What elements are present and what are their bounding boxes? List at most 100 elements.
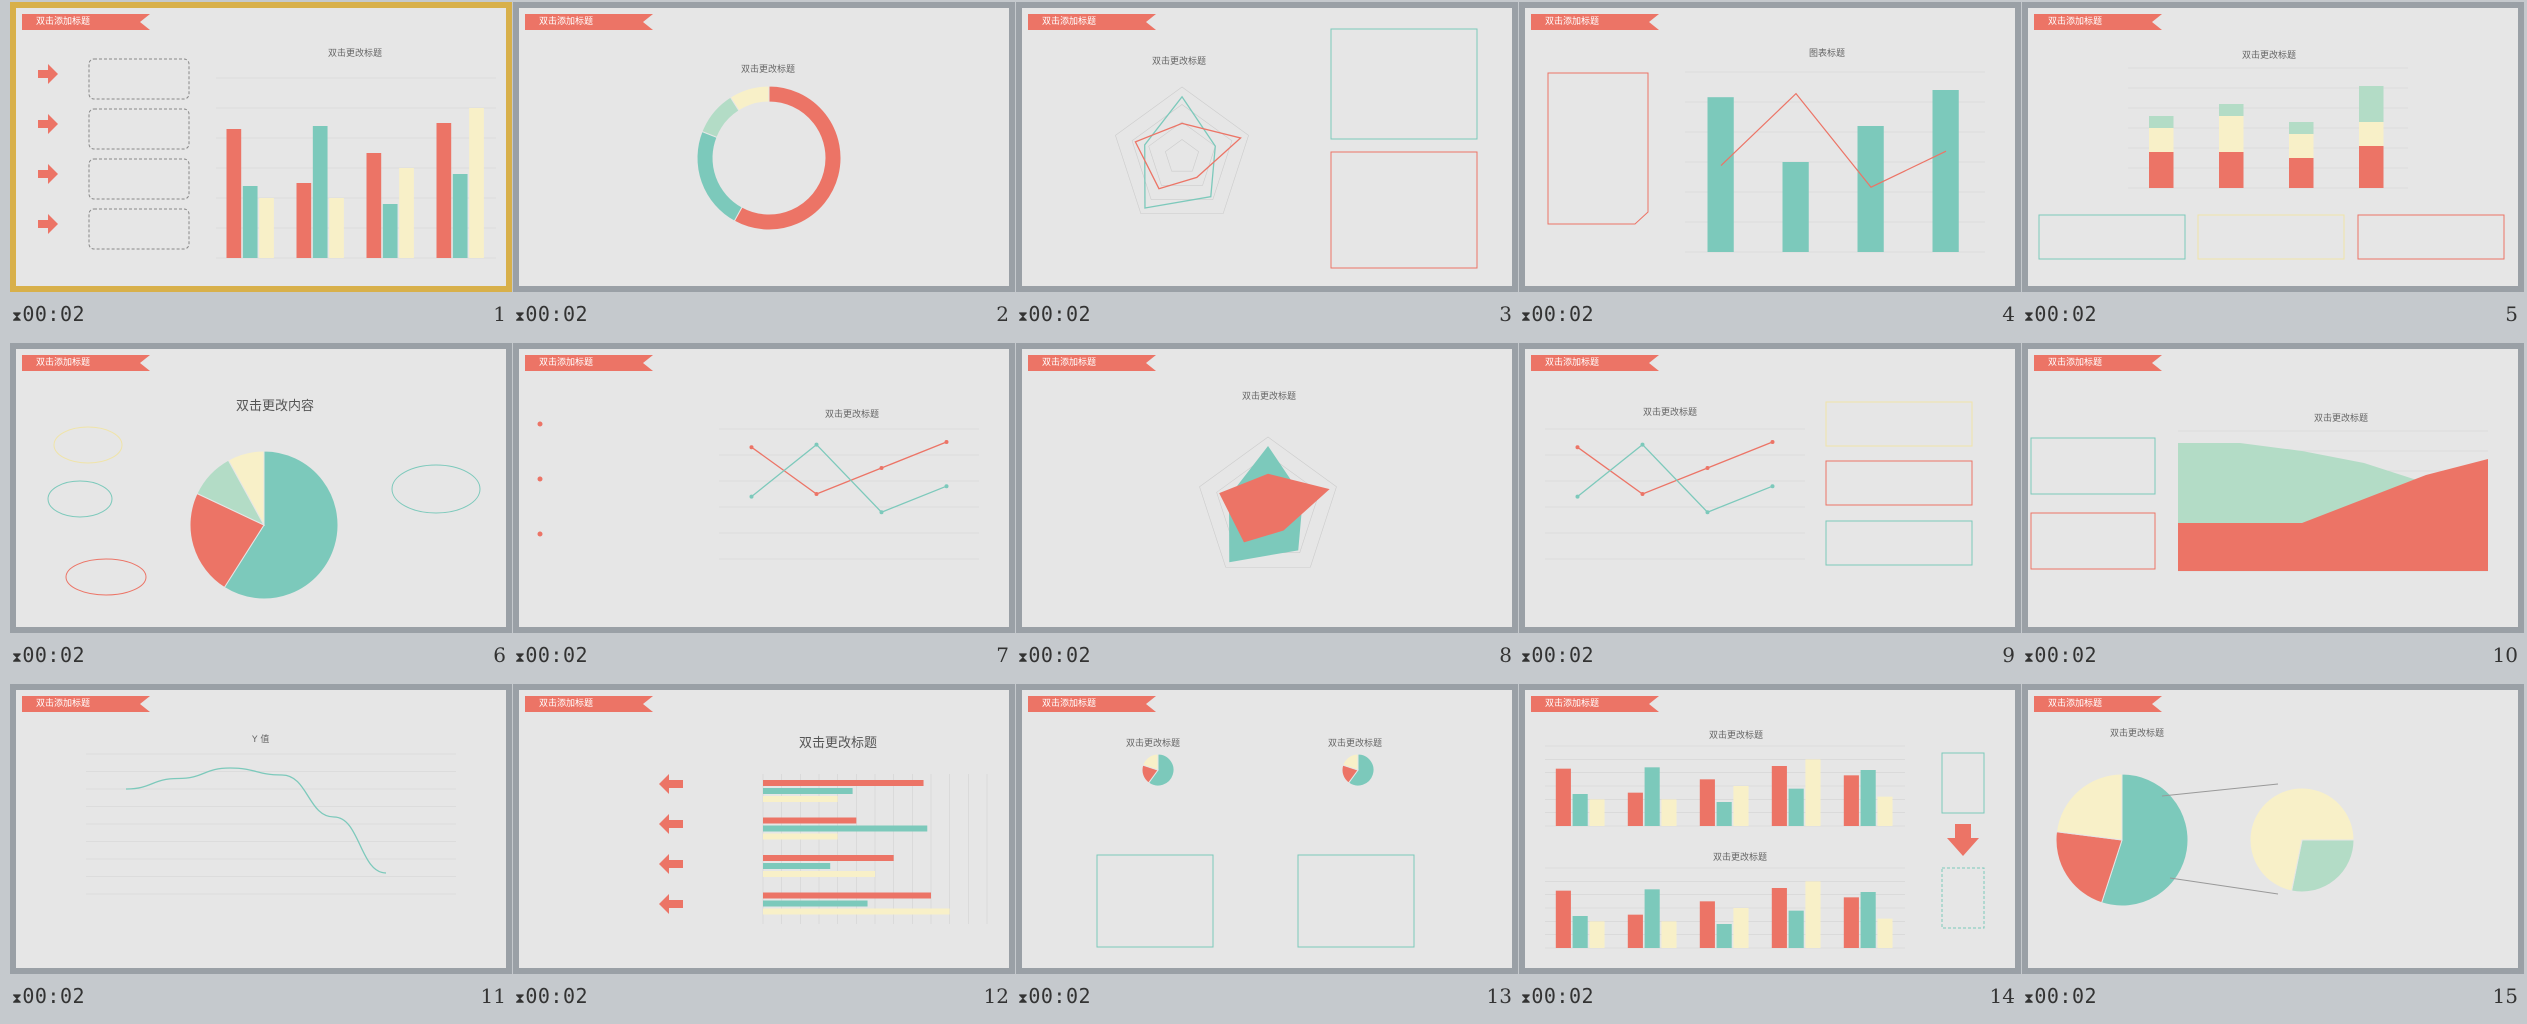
stacked-bar-chart <box>2128 67 2408 189</box>
timing-label: ⧗00:02 <box>2024 302 2098 326</box>
bar-segment <box>2359 146 2384 188</box>
slide-number: 11 <box>480 984 506 1008</box>
slide-thumbnail-8[interactable]: 双击添加标题 双击更改标题 ⧗00:02 8 <box>1016 343 1518 683</box>
slide-canvas: 双击添加标题 双击更改内容 <box>16 349 506 627</box>
series-line <box>1577 441 1773 495</box>
title-ribbon: 双击添加标题 <box>1531 14 1659 30</box>
chart-title-2: 双击更改标题 <box>1328 739 1383 749</box>
radar-grid <box>1148 121 1216 186</box>
data-point <box>1705 466 1710 470</box>
bar-segment <box>2149 128 2174 152</box>
slide-thumbnail-4[interactable]: 双击添加标题 图表标题 ⧗00:02 4 <box>1519 2 2021 342</box>
slide-canvas: 双击添加标题 图表标题 <box>1525 8 2015 286</box>
radar-series <box>1134 122 1242 190</box>
line-chart <box>1545 428 1805 560</box>
chart-title: 双击更改标题 <box>2110 729 2165 739</box>
timing-label: ⧗00:02 <box>1018 643 1092 667</box>
bar <box>763 855 894 861</box>
data-point <box>1575 445 1580 450</box>
clock-icon: ⧗ <box>12 650 23 666</box>
line-chart <box>86 753 456 895</box>
bar <box>1627 792 1643 826</box>
note-frame <box>1547 72 1649 225</box>
clock-icon: ⧗ <box>1018 650 1029 666</box>
clock-icon: ⧗ <box>1018 991 1029 1007</box>
slide-thumbnail-11[interactable]: 双击添加标题 Y 值 ⧗00:02 11 <box>10 684 512 1024</box>
slide-canvas: 双击添加标题 双击更改标题 <box>1022 8 1512 286</box>
title-ribbon: 双击添加标题 <box>525 696 653 712</box>
bar-segment <box>2219 104 2244 116</box>
bar-segment <box>2149 116 2174 128</box>
pie-slice <box>1347 753 1375 787</box>
chart-title: 双击更改标题 <box>1709 731 1764 741</box>
bullet-dots <box>537 421 543 537</box>
title-ribbon: 双击添加标题 <box>22 355 150 371</box>
slide-meta: ⧗00:02 15 <box>2022 984 2524 1010</box>
bar <box>1661 921 1677 948</box>
slide-meta: ⧗00:02 11 <box>10 984 512 1010</box>
slide-meta: ⧗00:02 7 <box>513 643 1015 669</box>
slide-thumbnail-15[interactable]: 双击添加标题 双击更改标题 ⧗00:02 15 <box>2022 684 2524 1024</box>
thumbnail-frame: 双击添加标题 双击更改标题 <box>1016 343 1518 633</box>
bar <box>763 871 875 877</box>
slide-thumbnail-14[interactable]: 双击添加标题 双击更改标题 双击更改标题 ⧗00:02 14 <box>1519 684 2021 1024</box>
bar <box>1788 910 1804 948</box>
bar <box>366 153 382 258</box>
timing-label: ⧗00:02 <box>12 302 86 326</box>
bar <box>763 863 831 869</box>
pie-slice <box>227 450 265 526</box>
slide-thumbnail-7[interactable]: 双击添加标题 双击更改标题 ⧗00:02 7 <box>513 343 1015 683</box>
bar <box>1771 766 1787 826</box>
data-point <box>814 442 819 447</box>
slide-number: 8 <box>1499 643 1512 667</box>
pie-chart <box>1341 753 1375 787</box>
bar <box>1699 901 1715 948</box>
slide-thumbnail-12[interactable]: 双击添加标题 双击更改标题 ⧗00:02 12 <box>513 684 1015 1024</box>
thumbnail-frame: 双击添加标题 双击更改标题 <box>1519 343 2021 633</box>
pie-slice <box>1147 753 1175 787</box>
bar <box>1857 126 1884 252</box>
pie-chart <box>189 450 339 600</box>
clock-icon: ⧗ <box>1018 309 1029 325</box>
clock-icon: ⧗ <box>12 991 23 1007</box>
area-series <box>2178 459 2488 571</box>
data-point <box>1640 442 1645 447</box>
slide-thumbnail-13[interactable]: 双击添加标题 双击更改标题 双击更改标题 ⧗00:02 13 <box>1016 684 1518 1024</box>
title-ribbon: 双击添加标题 <box>2034 14 2162 30</box>
slide-thumbnail-3[interactable]: 双击添加标题 双击更改标题 ⧗00:02 3 <box>1016 2 1518 342</box>
slide-meta: ⧗00:02 4 <box>1519 302 2021 328</box>
slide-thumbnail-9[interactable]: 双击添加标题 双击更改标题 ⧗00:02 9 <box>1519 343 2021 683</box>
arrow-icon <box>38 64 58 234</box>
radar-series <box>1219 473 1330 543</box>
slide-meta: ⧗00:02 5 <box>2022 302 2524 328</box>
text-boxes <box>88 58 190 250</box>
pie-slice <box>696 130 743 222</box>
slide-number: 9 <box>2002 643 2015 667</box>
clock-icon: ⧗ <box>1521 650 1532 666</box>
chart-title-2: 双击更改标题 <box>1713 853 1768 863</box>
text-frames <box>1330 28 1478 269</box>
bar <box>1860 770 1876 826</box>
bar <box>259 198 274 258</box>
slide-thumbnail-10[interactable]: 双击添加标题 双击更改标题 ⧗00:02 10 <box>2022 343 2524 683</box>
timing-label: ⧗00:02 <box>1521 643 1595 667</box>
slide-meta: ⧗00:02 6 <box>10 643 512 669</box>
series-line <box>751 443 947 513</box>
chart-title: 双击更改标题 <box>1126 739 1181 749</box>
bar <box>1843 775 1859 826</box>
pie-slice <box>189 492 265 589</box>
chart-title: Y 值 <box>252 735 270 745</box>
slide-number: 1 <box>493 302 506 326</box>
timing-label: ⧗00:02 <box>12 984 86 1008</box>
bar <box>1805 881 1821 948</box>
bar <box>1877 918 1893 948</box>
slide-thumbnail-5[interactable]: 双击添加标题 双击更改标题 ⧗00:02 5 <box>2022 2 2524 342</box>
bar <box>763 892 931 899</box>
bar <box>1589 921 1605 948</box>
slide-meta: ⧗00:02 13 <box>1016 984 1518 1010</box>
slide-thumbnail-2[interactable]: 双击添加标题 双击更改标题 ⧗00:02 2 <box>513 2 1015 342</box>
slide-thumbnail-1[interactable]: 双击添加标题 双击更改标题 ⧗00:02 1 <box>10 2 512 342</box>
slide-thumbnail-6[interactable]: 双击添加标题 双击更改内容 ⧗00:02 6 <box>10 343 512 683</box>
bar <box>1782 162 1809 252</box>
bar-segment <box>2219 152 2244 188</box>
